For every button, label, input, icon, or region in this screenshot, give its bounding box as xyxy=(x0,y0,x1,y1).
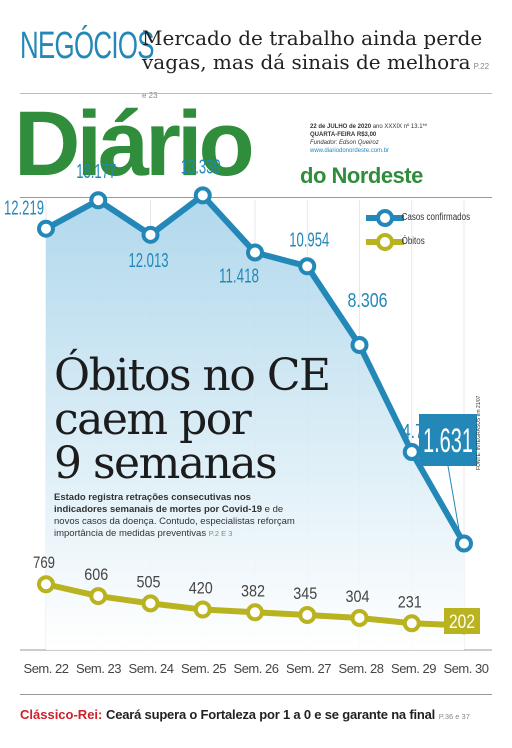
cases-value-label: 12.013 xyxy=(129,250,169,272)
cases-point xyxy=(350,336,369,355)
subhead-bold: Estado registra retrações consecutivas n… xyxy=(54,492,263,515)
deaths-point xyxy=(37,575,55,594)
week-label: Sem. 24 xyxy=(128,661,174,676)
footer-teaser[interactable]: Clássico-Rei: Ceará supera o Fortaleza p… xyxy=(20,706,500,726)
cases-value-label: 13.339 xyxy=(181,156,221,178)
deaths-value-label: 420 xyxy=(189,579,213,598)
deaths-value-label: 606 xyxy=(84,565,108,584)
newspaper-logo[interactable]: Diário xyxy=(14,93,255,195)
cases-point xyxy=(37,219,55,238)
newspaper-logo-subtitle: do Nordeste xyxy=(300,163,423,188)
teaser-page-ref: P.22 e 23 xyxy=(142,62,490,100)
edition-url[interactable]: www.diariodonordeste.com.br xyxy=(310,148,390,154)
deaths-value-label: 769 xyxy=(33,553,55,572)
edition-number: ano XXXIX nº 13.1** xyxy=(372,124,428,130)
deaths-highlight-value: 202 xyxy=(449,612,475,633)
week-label: Sem. 23 xyxy=(76,661,121,676)
week-label: Sem. 25 xyxy=(181,661,226,676)
week-label: Sem. 26 xyxy=(233,661,279,676)
week-label: Sem. 29 xyxy=(391,661,436,676)
bottom-rule xyxy=(20,694,492,695)
week-label: Sem. 27 xyxy=(286,661,331,676)
cases-value-label: 13.177 xyxy=(76,161,116,183)
story-subhead: Estado registra retrações consecutivas n… xyxy=(54,492,306,540)
legend-deaths: Óbitos xyxy=(360,236,425,247)
cases-point xyxy=(89,191,108,210)
edition-info: 22 de JULHO de 2020 ano XXXIX nº 13.1** … xyxy=(310,123,427,155)
legend-deaths-label: Óbitos xyxy=(401,236,425,247)
footer-kicker: Clássico-Rei: xyxy=(20,707,103,722)
week-label: Sem. 22 xyxy=(23,661,69,676)
deaths-value-label: 382 xyxy=(241,581,265,600)
cases-point xyxy=(455,534,473,553)
edition-weekday: QUARTA-FEIRA xyxy=(310,132,356,138)
edition-price: R$3,00 xyxy=(356,132,377,138)
week-label: Sem. 30 xyxy=(443,661,489,676)
footer-title: Ceará supera o Fortaleza por 1 a 0 e se … xyxy=(106,707,436,722)
deaths-value-label: 304 xyxy=(346,587,370,606)
legend-cases-label: Casos confirmados xyxy=(401,212,471,223)
teaser-headline[interactable]: Mercado de trabalho ainda perde vagas, m… xyxy=(142,26,492,108)
cases-highlight-value: 1.631 xyxy=(423,422,473,460)
headline-line: Óbitos no CE xyxy=(54,350,331,401)
masthead-rule xyxy=(20,93,492,94)
cases-point xyxy=(246,243,264,262)
cases-value-label: 10.954 xyxy=(289,229,329,251)
headline-line: 9 semanas xyxy=(54,438,278,489)
legend-cases-marker xyxy=(376,209,394,227)
legend-deaths-marker xyxy=(376,233,394,251)
cases-point xyxy=(402,442,421,461)
story-headline[interactable]: Óbitos no CE caem por 9 semanas xyxy=(54,354,331,489)
cases-value-label: 11.418 xyxy=(219,266,259,288)
deaths-point xyxy=(298,605,317,624)
cases-point xyxy=(193,186,212,205)
source-credit: FONTE: INTEGRASUS em 21/07 xyxy=(476,395,482,470)
deaths-point xyxy=(246,603,264,622)
deaths-value-label: 345 xyxy=(293,584,317,603)
edition-date: 22 de JULHO de 2020 xyxy=(310,124,372,130)
cases-point xyxy=(141,225,160,244)
section-label: NEGÓCIOS xyxy=(20,25,155,67)
cases-highlight-box xyxy=(419,414,477,466)
deaths-value-label: 231 xyxy=(398,592,422,611)
teaser-strip: NEGÓCIOS Mercado de trabalho ainda perde… xyxy=(0,0,512,100)
deaths-point xyxy=(350,608,369,627)
legend-cases: Casos confirmados xyxy=(360,212,470,223)
cases-highlight-pointer xyxy=(447,465,461,536)
week-label: Sem. 28 xyxy=(338,661,384,676)
subhead-page-ref: P.2 E 3 xyxy=(208,529,233,538)
headline-line: caem por xyxy=(54,394,252,445)
deaths-point xyxy=(402,614,421,633)
deaths-point xyxy=(89,587,108,606)
deaths-point xyxy=(141,594,160,613)
cases-area-fill xyxy=(46,195,464,650)
deaths-point xyxy=(193,600,212,619)
cases-point xyxy=(298,257,317,276)
deaths-highlight-box xyxy=(444,608,480,634)
subhead-text: e de novos casos da doença. Contudo, esp… xyxy=(54,504,295,539)
week-axis: Sem. 22 Sem. 23 Sem. 24 Sem. 25 Sem. 26 … xyxy=(20,656,492,682)
chart-marks: 12.219 13.177 12.013 13.339 11.418 10.954 8.30… xyxy=(4,156,480,635)
footer-page-ref: P.36 e 37 xyxy=(438,712,470,721)
edition-founder: Fundador: Edson Queiroz xyxy=(310,140,379,146)
chart-top-rule xyxy=(20,197,492,198)
cases-value-label: 12.219 xyxy=(4,198,44,220)
teaser-headline-text: Mercado de trabalho ainda perde vagas, m… xyxy=(142,26,483,74)
cases-value-label: 8.306 xyxy=(348,290,388,312)
deaths-value-label: 505 xyxy=(137,572,161,591)
